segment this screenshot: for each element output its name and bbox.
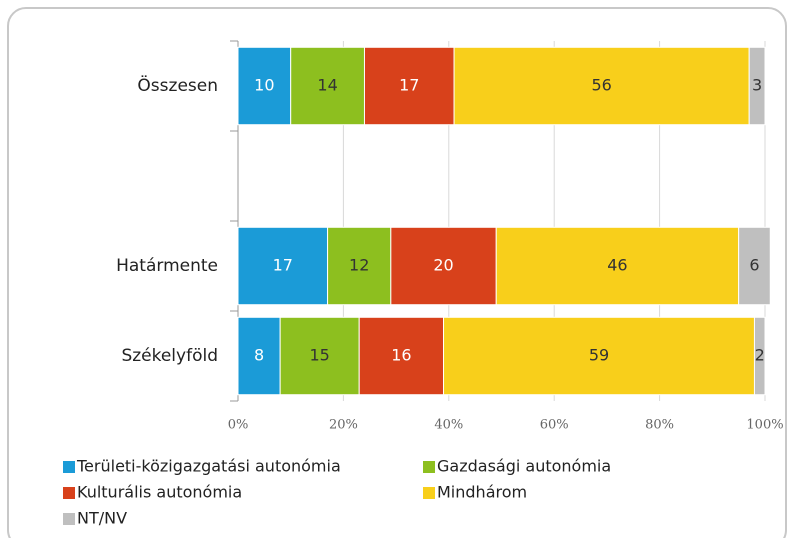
data-label: 6 [749,256,759,275]
bar-segment [453,46,750,126]
x-tick-label: 0% [228,418,249,433]
bar-segment [327,226,392,306]
legend-label: Kulturális autonómia [77,483,242,502]
legend-swatch [63,513,75,525]
legend-swatch [423,461,435,473]
data-label: 3 [752,76,762,95]
data-label: 14 [317,76,337,95]
data-label: 12 [349,256,369,275]
legend-swatch [63,487,75,499]
y-tick-label: Székelyföld [121,346,218,366]
data-label: 2 [755,346,765,365]
x-tick-label: 80% [645,418,674,433]
legend-label: Mindhárom [437,483,527,502]
bar-segment [290,46,365,126]
legend-swatch [63,461,75,473]
data-label: 17 [273,256,293,275]
bar-segment [748,46,766,126]
bar-segment [495,226,740,306]
bar-segment [279,316,360,396]
data-label: 8 [254,346,264,365]
legend-label: Gazdasági autonómia [437,457,611,476]
y-tick-label: Összesen [137,74,218,96]
data-label: 20 [433,256,453,275]
legend-label: Területi-közigazgatási autonómia [76,457,341,476]
data-label: 56 [591,76,611,95]
legend-swatch [423,487,435,499]
data-label: 10 [254,76,274,95]
bar-segment [358,316,445,396]
y-tick-label: Határmente [116,256,218,276]
legend-label: NT/NV [77,509,127,528]
bar-segment [738,226,771,306]
data-label: 46 [607,256,627,275]
data-label: 15 [310,346,330,365]
x-tick-label: 60% [540,418,569,433]
bar-segment [443,316,755,396]
x-tick-label: 100% [746,418,783,433]
data-label: 17 [399,76,419,95]
x-tick-label: 20% [329,418,358,433]
x-tick-label: 40% [434,418,463,433]
bar-segment [237,226,329,306]
data-label: 59 [589,346,609,365]
bar-segment [363,46,455,126]
bar-segment [390,226,497,306]
data-label: 16 [391,346,411,365]
bar-segment [753,316,766,396]
